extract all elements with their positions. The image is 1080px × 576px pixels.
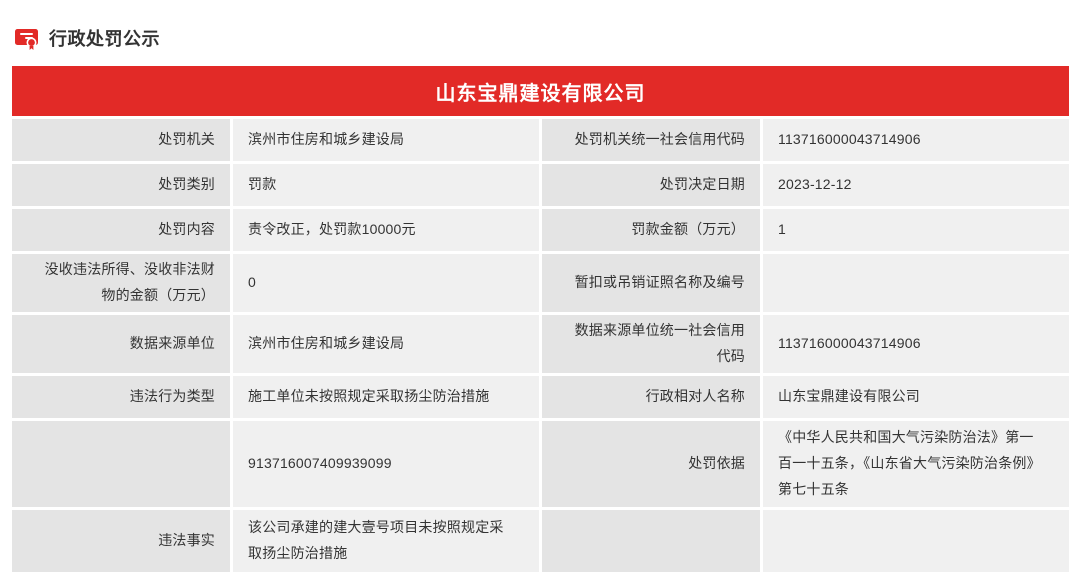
field-value-confiscation-amount: 0 (233, 254, 539, 312)
field-value-penalty-basis: 《中华人民共和国大气污染防治法》第一百一十五条，《山东省大气污染防治条例》第七十… (763, 421, 1069, 507)
field-value-license-revocation (763, 254, 1069, 312)
field-label-authority-credit-code: 处罚机关统一社会信用代码 (542, 119, 760, 161)
field-value-decision-date: 2023-12-12 (763, 164, 1069, 206)
page-header: 行政处罚公示 (14, 24, 1068, 52)
field-value-penalty-authority: 滨州市住房和城乡建设局 (233, 119, 539, 161)
field-value-penalty-content: 责令改正，处罚款10000元 (233, 209, 539, 251)
field-value-counterpart-credit-code: 913716007409939099 (233, 421, 539, 507)
field-value-data-source-unit: 滨州市住房和城乡建设局 (233, 315, 539, 373)
field-value-data-source-credit-code: 113716000043714906 (763, 315, 1069, 373)
field-label-penalty-authority: 处罚机关 (12, 119, 230, 161)
field-label-counterpart-name: 行政相对人名称 (542, 376, 760, 418)
field-label-data-source-credit-code: 数据来源单位统一社会信用代码 (542, 315, 760, 373)
field-value-counterpart-name: 山东宝鼎建设有限公司 (763, 376, 1069, 418)
field-value-fine-amount: 1 (763, 209, 1069, 251)
field-label-penalty-category: 处罚类别 (12, 164, 230, 206)
page-title: 行政处罚公示 (49, 29, 160, 49)
field-label-empty-2 (542, 510, 760, 572)
company-name-header: 山东宝鼎建设有限公司 (12, 66, 1069, 116)
penalty-table: 山东宝鼎建设有限公司 处罚机关 滨州市住房和城乡建设局 处罚机关统一社会信用代码… (12, 66, 1069, 572)
field-label-data-source-unit: 数据来源单位 (12, 315, 230, 373)
field-label-violation-facts: 违法事实 (12, 510, 230, 572)
field-label-fine-amount: 罚款金额（万元） (542, 209, 760, 251)
field-label-violation-type: 违法行为类型 (12, 376, 230, 418)
field-label-decision-date: 处罚决定日期 (542, 164, 760, 206)
field-value-penalty-category: 罚款 (233, 164, 539, 206)
field-value-empty-2 (763, 510, 1069, 572)
field-label-license-revocation: 暂扣或吊销证照名称及编号 (542, 254, 760, 312)
field-value-authority-credit-code: 113716000043714906 (763, 119, 1069, 161)
field-label-empty-1 (12, 421, 230, 507)
field-value-violation-type: 施工单位未按照规定采取扬尘防治措施 (233, 376, 539, 418)
certificate-icon (14, 25, 40, 51)
field-label-penalty-content: 处罚内容 (12, 209, 230, 251)
field-label-penalty-basis: 处罚依据 (542, 421, 760, 507)
field-label-confiscation-amount: 没收违法所得、没收非法财物的金额（万元） (12, 254, 230, 312)
field-value-violation-facts: 该公司承建的建大壹号项目未按照规定采取扬尘防治措施 (233, 510, 539, 572)
